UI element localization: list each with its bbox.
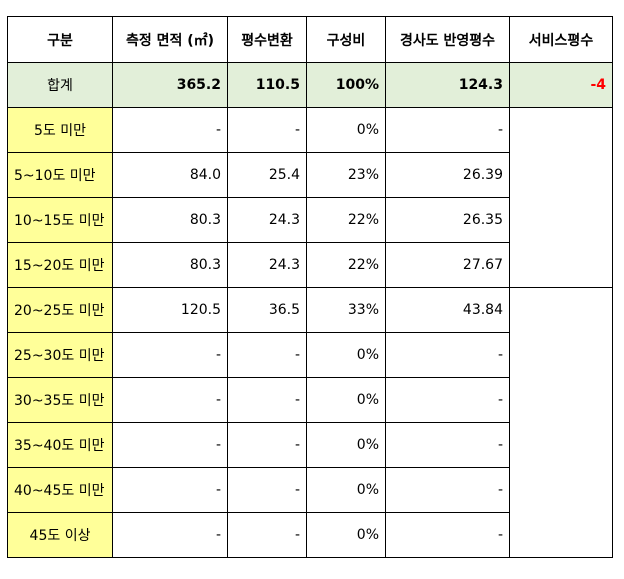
row-pyeong: 36.5	[227, 287, 307, 333]
row-area: -	[112, 377, 228, 423]
row-pyeong: -	[227, 422, 307, 468]
total-label: 합계	[7, 62, 113, 108]
row-pyeong: -	[227, 467, 307, 513]
row-slope-pyeong: -	[385, 467, 510, 513]
row-ratio: 23%	[306, 152, 386, 198]
header-area: 측정 면적 (㎡)	[112, 16, 228, 63]
table-row: 5도 미만 - - 0% - 최종 작업 평수	[7, 107, 613, 288]
slope-area-table: 구분 측정 면적 (㎡) 평수변환 구성비 경사도 반영평수 서비스평수 합계 …	[7, 16, 613, 558]
total-ratio: 100%	[306, 62, 386, 108]
row-area: 80.3	[112, 197, 228, 243]
row-area: -	[112, 422, 228, 468]
total-area: 365.2	[112, 62, 228, 108]
row-pyeong: -	[227, 332, 307, 378]
header-row: 구분 측정 면적 (㎡) 평수변환 구성비 경사도 반영평수 서비스평수	[7, 16, 613, 63]
total-service: -4	[509, 62, 613, 108]
table-row: 25~30도 미만 - - 0% -	[7, 332, 613, 378]
header-service: 서비스평수	[509, 16, 613, 63]
row-ratio: 0%	[306, 422, 386, 468]
table-row: 30~35도 미만 - - 0% -	[7, 377, 613, 423]
row-pyeong: 24.3	[227, 242, 307, 288]
row-ratio: 33%	[306, 287, 386, 333]
row-pyeong: 25.4	[227, 152, 307, 198]
row-label: 35~40도 미만	[7, 422, 113, 468]
total-slope-pyeong: 124.3	[385, 62, 510, 108]
row-pyeong: -	[227, 377, 307, 423]
row-label: 5도 미만	[7, 107, 113, 153]
header-slope-pyeong: 경사도 반영평수	[385, 16, 510, 63]
row-ratio: 0%	[306, 377, 386, 423]
row-label: 10~15도 미만	[7, 197, 113, 243]
row-area: -	[112, 467, 228, 513]
row-area: 120.5	[112, 287, 228, 333]
final-work-line1: 최종	[545, 133, 577, 153]
table-row: 45도 이상 - - 0% -	[7, 512, 613, 558]
row-slope-pyeong: -	[385, 332, 510, 378]
table-row: 20~25도 미만 120.5 36.5 33% 43.84 120평	[7, 287, 613, 558]
row-slope-pyeong: -	[385, 422, 510, 468]
row-slope-pyeong: 43.84	[385, 287, 510, 333]
header-category: 구분	[7, 16, 113, 63]
table-row: 15~20도 미만 80.3 24.3 22% 27.67	[7, 242, 613, 288]
table-row: 35~40도 미만 - - 0% -	[7, 422, 613, 468]
table-row: 10~15도 미만 80.3 24.3 22% 26.35	[7, 197, 613, 243]
header-pyeong: 평수변환	[227, 16, 307, 63]
row-pyeong: -	[227, 512, 307, 558]
table-row: 5~10도 미만 84.0 25.4 23% 26.39	[7, 152, 613, 198]
row-ratio: 0%	[306, 332, 386, 378]
row-ratio: 0%	[306, 107, 386, 153]
row-pyeong: 24.3	[227, 197, 307, 243]
row-slope-pyeong: 27.67	[385, 242, 510, 288]
row-area: 84.0	[112, 152, 228, 198]
row-label: 25~30도 미만	[7, 332, 113, 378]
row-ratio: 0%	[306, 467, 386, 513]
table-row: 40~45도 미만 - - 0% -	[7, 467, 613, 513]
final-work-line2: 작업 평수	[526, 156, 596, 176]
row-slope-pyeong: -	[385, 512, 510, 558]
row-ratio: 0%	[306, 512, 386, 558]
final-pyeong-cell: 120평	[509, 287, 613, 558]
total-pyeong: 110.5	[227, 62, 307, 108]
row-slope-pyeong: -	[385, 107, 510, 153]
final-work-cell: 최종 작업 평수	[509, 107, 613, 288]
row-area: -	[112, 512, 228, 558]
row-label: 40~45도 미만	[7, 467, 113, 513]
row-ratio: 22%	[306, 197, 386, 243]
total-row: 합계 365.2 110.5 100% 124.3 -4	[7, 62, 613, 108]
row-area: -	[112, 107, 228, 153]
row-label: 45도 이상	[7, 512, 113, 558]
row-slope-pyeong: -	[385, 377, 510, 423]
row-label: 15~20도 미만	[7, 242, 113, 288]
row-label: 5~10도 미만	[7, 152, 113, 198]
row-area: 80.3	[112, 242, 228, 288]
row-label: 30~35도 미만	[7, 377, 113, 423]
row-slope-pyeong: 26.35	[385, 197, 510, 243]
row-area: -	[112, 332, 228, 378]
row-slope-pyeong: 26.39	[385, 152, 510, 198]
row-ratio: 22%	[306, 242, 386, 288]
row-pyeong: -	[227, 107, 307, 153]
row-label: 20~25도 미만	[7, 287, 113, 333]
header-ratio: 구성비	[306, 16, 386, 63]
